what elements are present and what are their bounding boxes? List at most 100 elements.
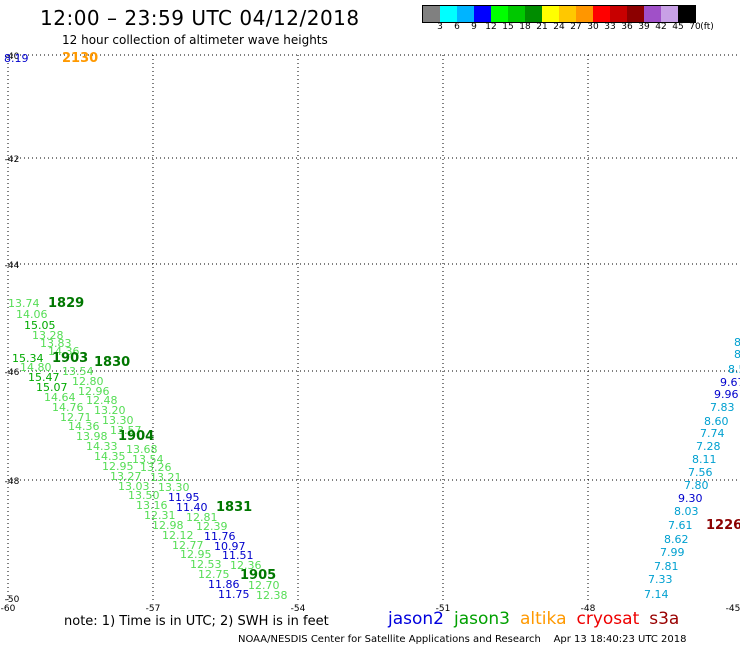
- wave-height-label: 14.33: [86, 440, 118, 453]
- legend-label-42: 42: [655, 22, 667, 32]
- legend-label-30: 30: [587, 22, 599, 32]
- wave-height-label: 7.74: [700, 427, 725, 440]
- wave-height-label: 8.: [734, 348, 740, 361]
- wave-height-label: 12.95: [180, 548, 212, 561]
- pass-time-label: 1905: [240, 568, 276, 583]
- wave-height-label: 12.77: [172, 539, 204, 552]
- footer-credit: NOAA/NESDIS Center for Satellite Applica…: [238, 634, 687, 645]
- legend-swatch-42: [644, 6, 661, 22]
- pass-time-label: 1904: [118, 429, 154, 444]
- wave-height-label: 15.34: [12, 352, 44, 365]
- wave-height-label: 15.05: [24, 319, 56, 332]
- satellite-cryosat: cryosat: [576, 609, 640, 629]
- footer-note: note: 1) Time is in UTC; 2) SWH is in fe…: [64, 614, 329, 629]
- legend-label-21: 21: [536, 22, 548, 32]
- wave-height-label: 15.47: [28, 371, 60, 384]
- legend-swatch-6: [440, 6, 457, 22]
- wave-height-label: 12.81: [186, 511, 218, 524]
- wave-height-label: 7.33: [648, 573, 673, 586]
- wave-height-label: 13.21: [150, 471, 182, 484]
- legend-swatch-24: [542, 6, 559, 22]
- legend-swatch-30: [576, 6, 593, 22]
- legend-swatch-12: [474, 6, 491, 22]
- wave-height-label: 12.36: [230, 559, 262, 572]
- wave-height-label: 10.97: [214, 540, 246, 553]
- wave-height-label: 14.35: [94, 450, 126, 463]
- wave-height-label: 14.06: [16, 308, 48, 321]
- pass-time-label: 1831: [216, 500, 252, 515]
- wave-height-label: 8.03: [674, 505, 699, 518]
- lon-label: -54: [291, 604, 306, 614]
- legend-label-36: 36: [621, 22, 633, 32]
- wave-height-label: 13.27: [110, 470, 142, 483]
- wave-height-label: 7.81: [654, 560, 679, 573]
- wave-height-label: 14.36: [68, 420, 100, 433]
- wave-height-label: 13.26: [140, 461, 172, 474]
- generated-timestamp: Apr 13 18:40:23 UTC 2018: [553, 634, 687, 645]
- wave-height-label: 12.98: [152, 519, 184, 532]
- legend-label-24: 24: [553, 22, 565, 32]
- wave-height-label: 13.20: [94, 404, 126, 417]
- wave-height-label: 13.30: [102, 414, 134, 427]
- legend-label-15: 15: [502, 22, 514, 32]
- legend-swatch-70: [678, 6, 695, 22]
- wave-height-label: 8.: [734, 336, 740, 349]
- wave-height-label: 13.28: [32, 329, 64, 342]
- wave-height-label: 11.76: [204, 530, 236, 543]
- lat-label: -48: [5, 477, 20, 487]
- legend-label-45: 45: [672, 22, 684, 32]
- satellite-jason3: jason3: [454, 609, 510, 629]
- wave-height-label: 7.61: [668, 519, 693, 532]
- legend-label-3: 3: [437, 22, 443, 32]
- wave-height-label: 11.75: [218, 588, 250, 601]
- legend-swatch-39: [627, 6, 644, 22]
- legend-swatch-9: [457, 6, 474, 22]
- wave-height-label: 8.19: [4, 52, 29, 65]
- credit-text: NOAA/NESDIS Center for Satellite Applica…: [238, 634, 541, 645]
- wave-height-label: 7.14: [644, 588, 669, 601]
- wave-height-label: 7.28: [696, 440, 721, 453]
- wave-height-label: 9.30: [678, 492, 703, 505]
- legend-label-39: 39: [638, 22, 650, 32]
- legend-label-6: 6: [454, 22, 460, 32]
- wave-height-label: 7.83: [710, 401, 735, 414]
- lat-label: -42: [5, 155, 20, 165]
- legend-label-27: 27: [570, 22, 582, 32]
- pass-time-label: 2130: [62, 51, 98, 66]
- lon-label: -48: [581, 604, 596, 614]
- wave-height-label: 8.62: [664, 533, 689, 546]
- map-subtitle: 12 hour collection of altimeter wave hei…: [62, 33, 328, 47]
- wave-height-label: 12.80: [72, 375, 104, 388]
- wave-height-label: 12.70: [248, 579, 280, 592]
- wave-height-label: 12.38: [256, 589, 288, 602]
- legend-swatch-21: [525, 6, 542, 22]
- satellite-legend: jason2 jason3 altika cryosat s3a: [388, 609, 689, 629]
- wave-height-label: 11.40: [176, 501, 208, 514]
- lat-label: -44: [5, 261, 20, 271]
- wave-height-label: 12.53: [190, 558, 222, 571]
- lat-label: -46: [5, 368, 20, 378]
- color-scale-legend: [422, 5, 696, 23]
- wave-height-label: 9.96: [714, 388, 739, 401]
- legend-label-33: 33: [604, 22, 616, 32]
- wave-height-label: 13.50: [128, 489, 160, 502]
- legend-swatch-3: [423, 6, 440, 22]
- wave-height-label: 13.68: [126, 443, 158, 456]
- legend-swatch-33: [593, 6, 610, 22]
- legend-swatch-36: [610, 6, 627, 22]
- satellite-altika: altika: [520, 609, 567, 629]
- legend-label-12: 12: [485, 22, 497, 32]
- pass-time-label: 1829: [48, 296, 84, 311]
- wave-height-label: 7.99: [660, 546, 685, 559]
- legend-label-70: 70: [689, 22, 701, 32]
- wave-height-label: 9.67: [720, 376, 740, 389]
- legend-label-18: 18: [519, 22, 531, 32]
- legend-swatch-45: [661, 6, 678, 22]
- lat-label: -40: [5, 52, 20, 62]
- wave-height-label: 12.12: [162, 529, 194, 542]
- legend-swatch-18: [508, 6, 525, 22]
- wave-height-label: 14.80: [20, 361, 52, 374]
- lat-label: -50: [5, 595, 20, 605]
- wave-height-label: 8.11: [692, 453, 717, 466]
